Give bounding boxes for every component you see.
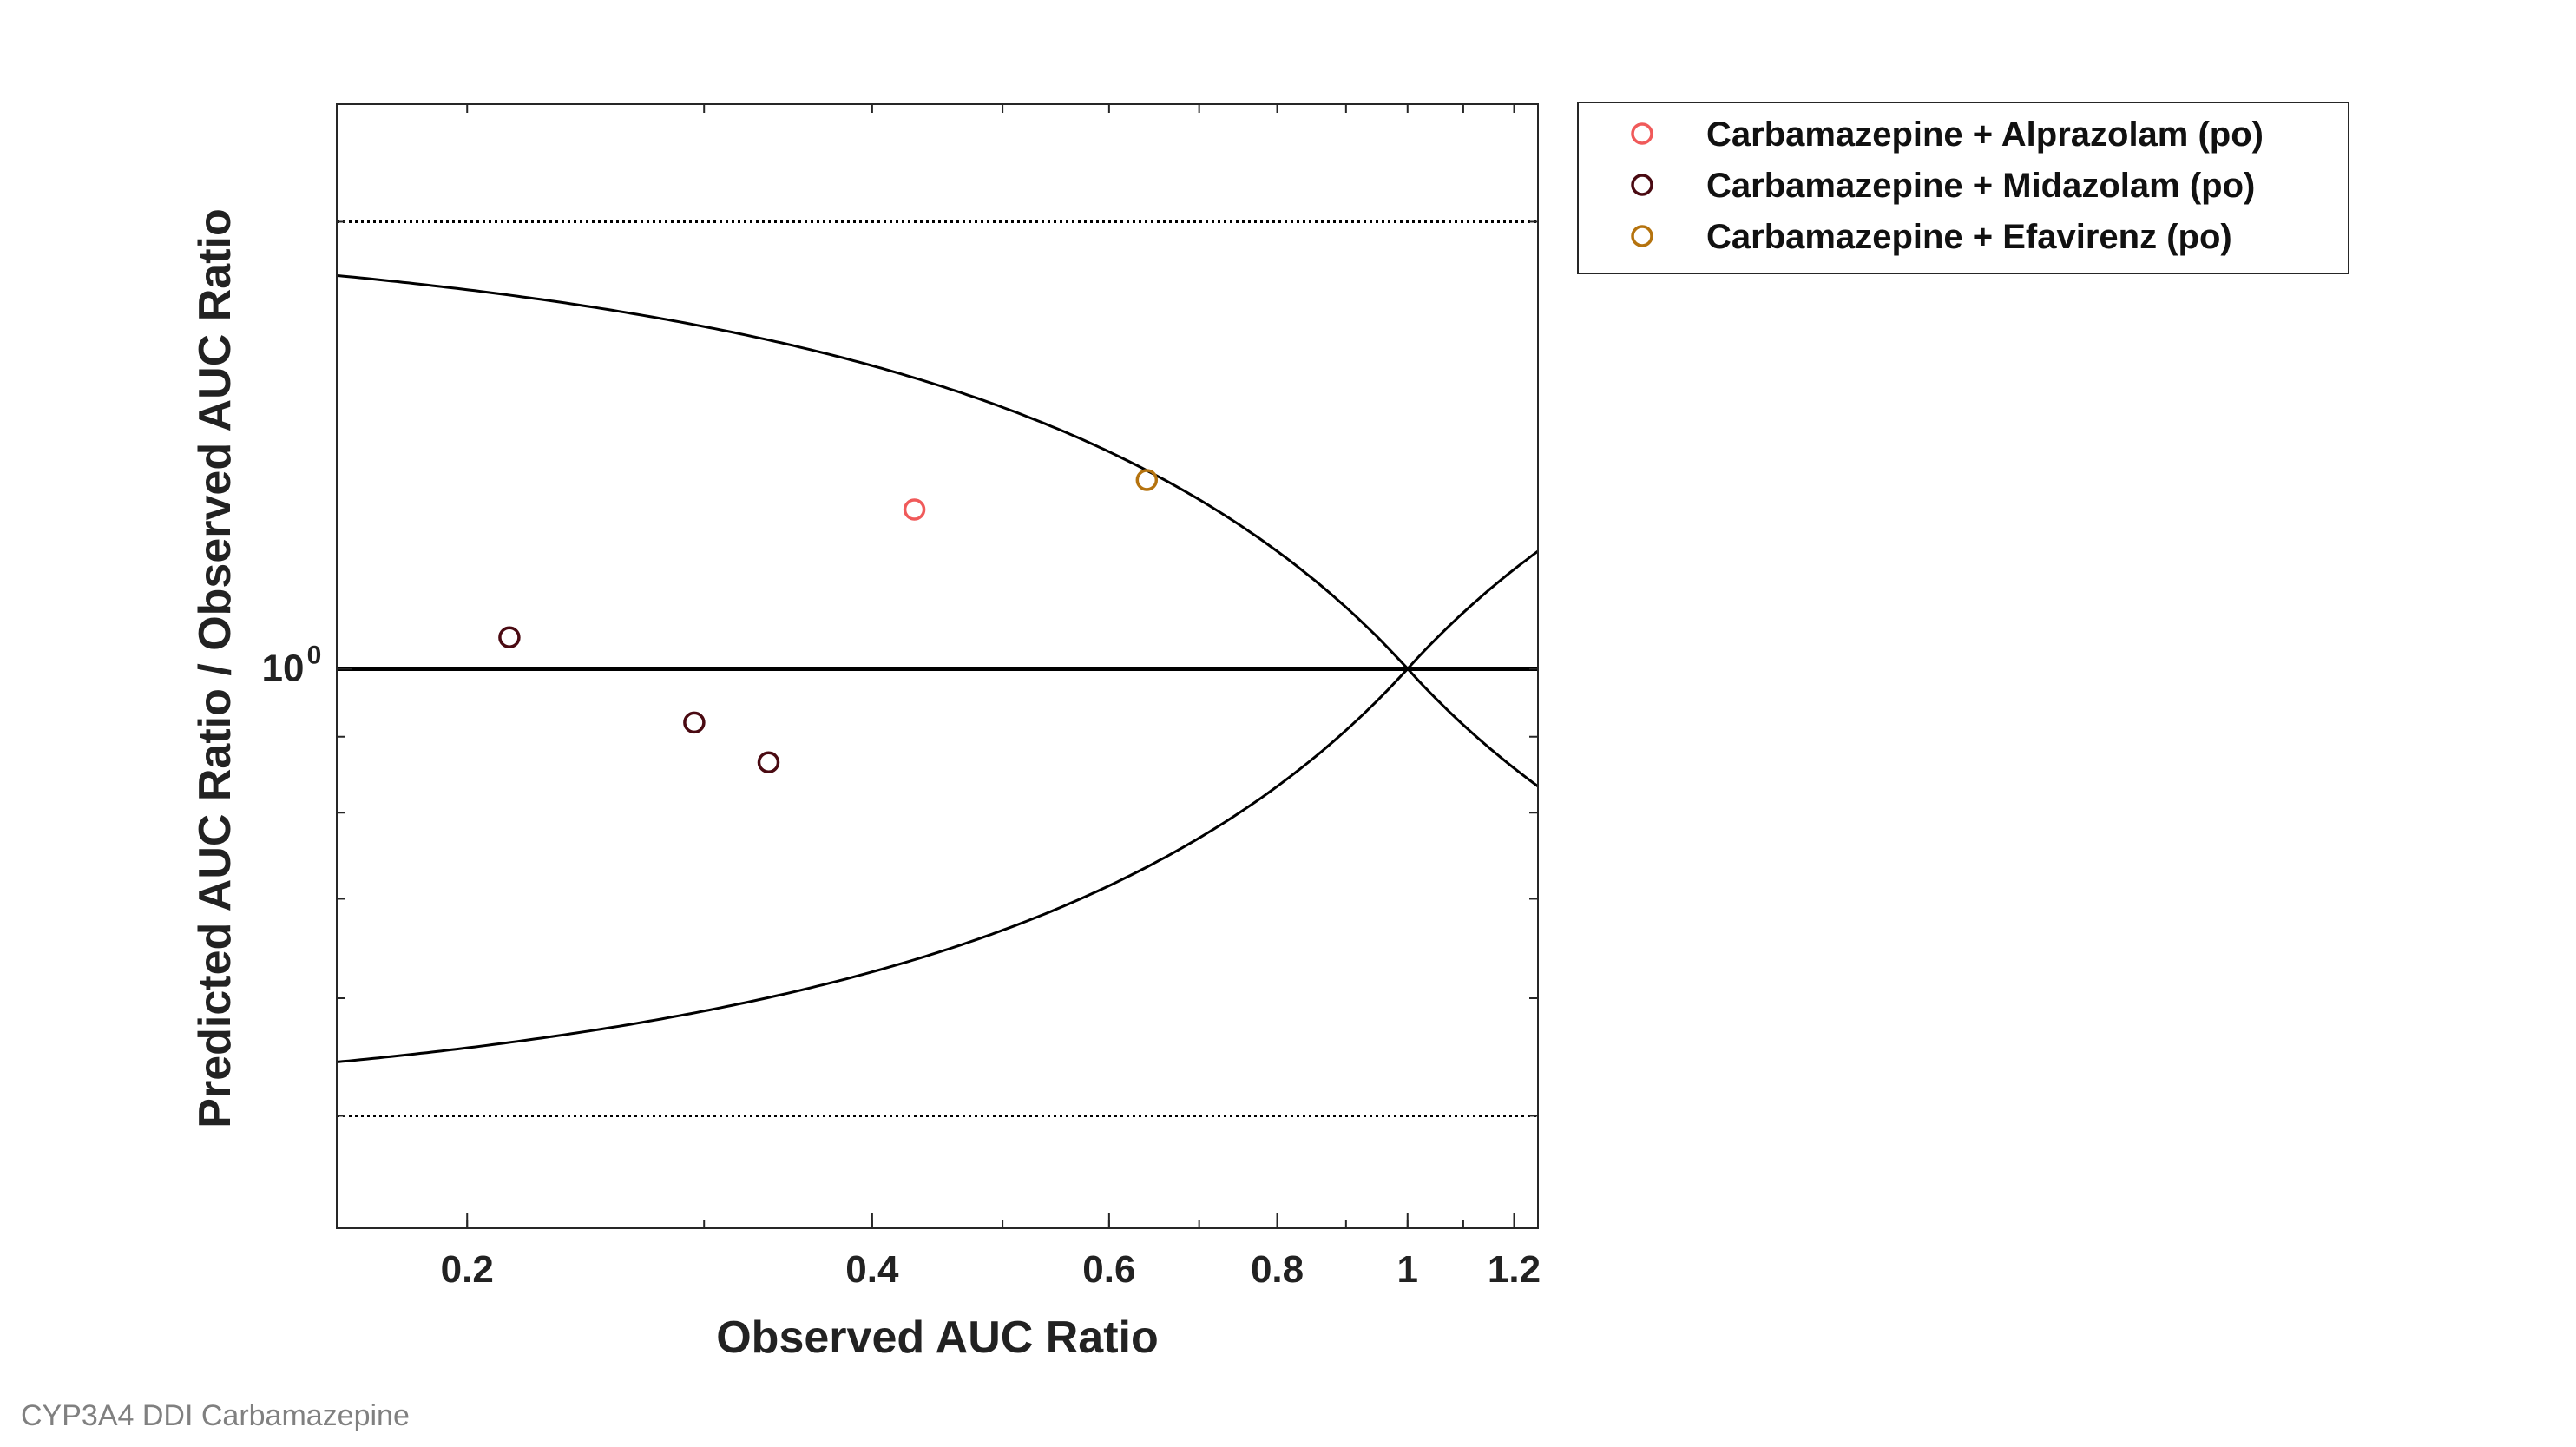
y-tick-label-exponent: 0: [307, 641, 322, 669]
data-point: [498, 626, 521, 648]
plot-area: [336, 103, 1539, 1229]
legend-box: [1577, 102, 2349, 274]
legend-label: Carbamazepine + Efavirenz (po): [1706, 218, 2232, 256]
legend-label: Carbamazepine + Alprazolam (po): [1706, 115, 2264, 154]
x-tick-label: 0.8: [1251, 1248, 1304, 1291]
figure-footer: CYP3A4 DDI Carbamazepine: [21, 1399, 410, 1432]
legend-label: Carbamazepine + Midazolam (po): [1706, 167, 2255, 205]
x-tick-label: 1.2: [1488, 1248, 1541, 1291]
data-point: [757, 751, 780, 773]
guest-lower-curve: [337, 273, 1538, 788]
legend-marker: [1631, 174, 1653, 196]
x-tick-label: 0.6: [1082, 1248, 1135, 1291]
data-point: [903, 498, 926, 521]
guest-upper-curve: [337, 549, 1538, 1063]
legend: Carbamazepine + Alprazolam (po) Carbamaze…: [1577, 102, 2349, 274]
x-tick-label: 0.2: [441, 1248, 494, 1291]
legend-marker: [1631, 122, 1653, 145]
x-tick-label: 1: [1397, 1248, 1418, 1291]
y-axis-label: Predicted AUC Ratio / Observed AUC Ratio: [190, 208, 240, 1128]
plot-content: [337, 220, 1538, 1117]
x-axis-ticks: 0.2 0.4 0.6 0.8 1 1.2: [441, 104, 1541, 1291]
y-axis-ticks: 10 0: [262, 220, 1538, 1117]
y-tick-label: 10: [262, 647, 305, 689]
axes-box: [336, 103, 1539, 1229]
data-point: [683, 711, 706, 734]
legend-marker: [1631, 225, 1653, 247]
x-axis-label: Observed AUC Ratio: [716, 1312, 1159, 1363]
x-tick-label: 0.4: [845, 1248, 899, 1291]
data-point: [1135, 469, 1159, 491]
